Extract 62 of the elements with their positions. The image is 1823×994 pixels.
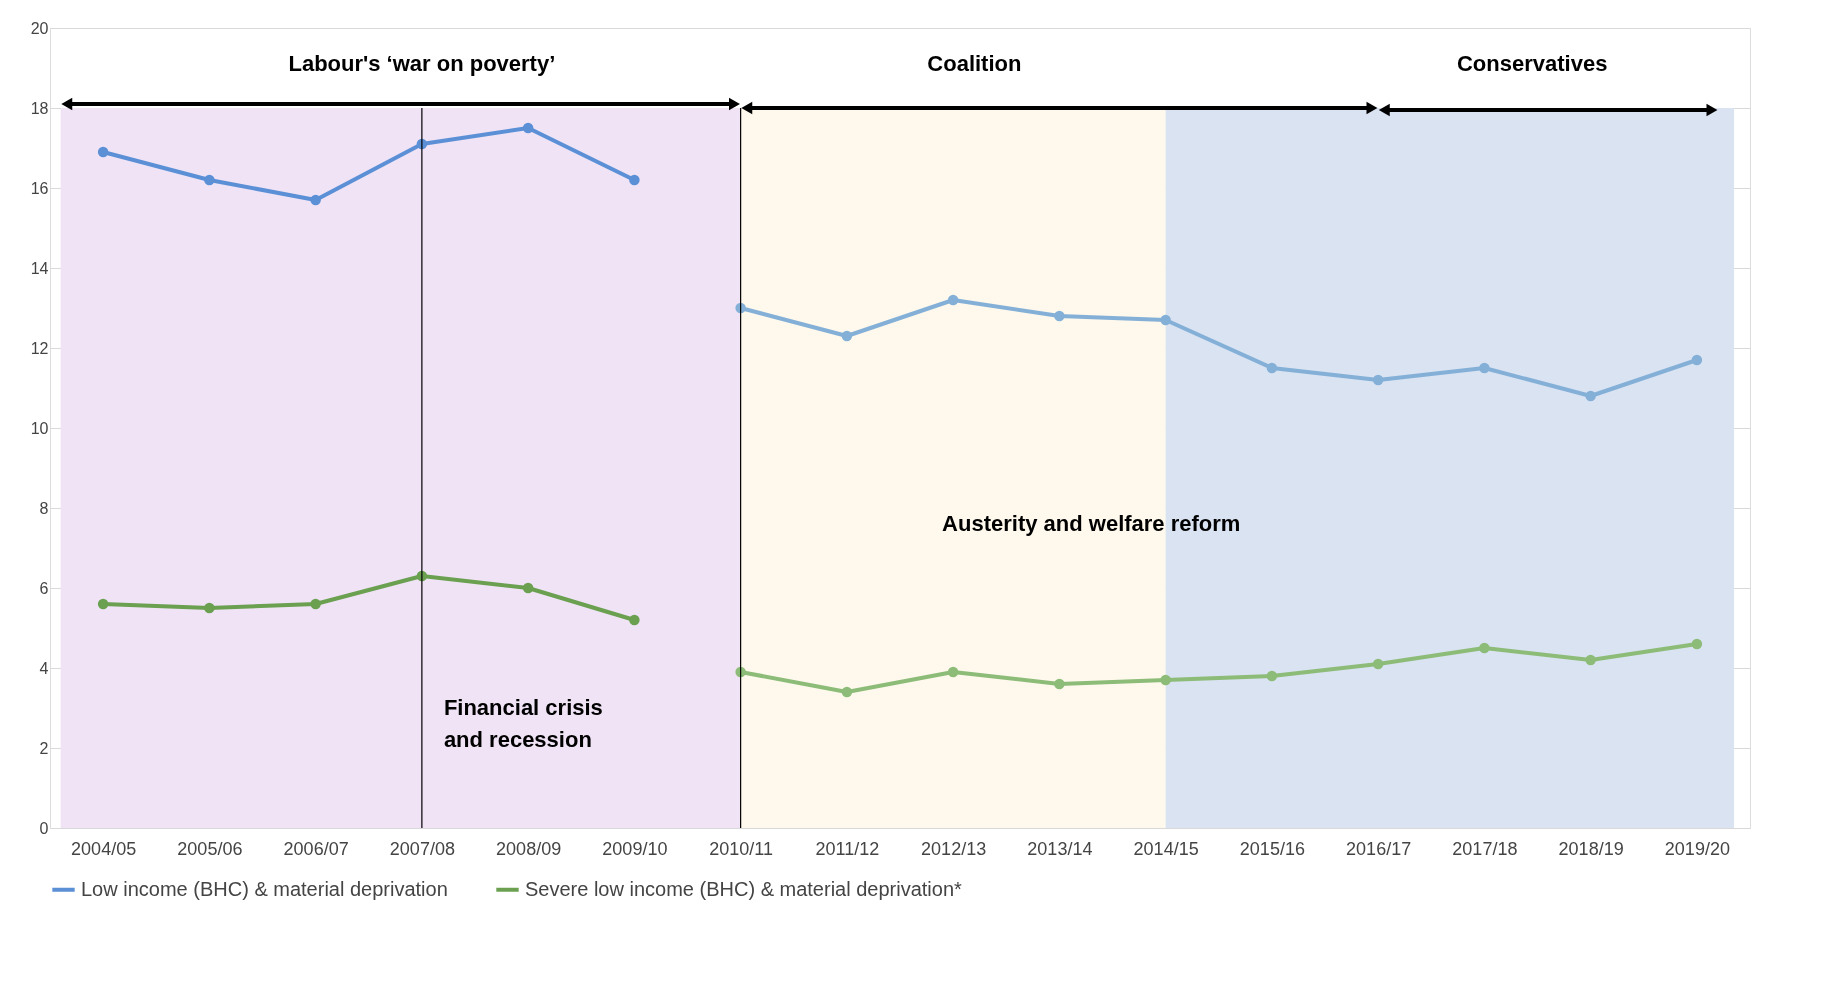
annotation: Coalition [927, 51, 1022, 76]
point [629, 614, 640, 626]
y-tick-label: 6 [39, 579, 49, 597]
point [1479, 362, 1490, 374]
point [841, 330, 853, 342]
point [204, 602, 215, 614]
point [204, 174, 215, 186]
annotation: Conservatives [1456, 51, 1608, 76]
x-tick-label: 2010/11 [709, 838, 773, 859]
x-tick-label: 2005/06 [177, 838, 243, 859]
legend-label: Severe low income (BHC) & material deprivation* [525, 877, 963, 900]
point [841, 686, 853, 698]
y-tick-label: 2 [39, 739, 49, 757]
y-tick-label: 4 [39, 659, 49, 677]
x-tick-label: 2006/07 [283, 838, 349, 859]
point [1266, 670, 1278, 682]
point [310, 598, 321, 610]
point [1054, 310, 1065, 322]
y-tick-label: 14 [30, 259, 49, 277]
x-tick-label: 2012/13 [921, 838, 987, 859]
x-tick-label: 2015/16 [1239, 838, 1305, 859]
y-tick-label: 8 [39, 499, 49, 517]
point [947, 666, 959, 678]
legend-label: Low income (BHC) & material deprivation [81, 877, 448, 900]
ref-line-label: Financial crisis and recession [443, 695, 603, 752]
point [310, 194, 321, 206]
point [97, 598, 109, 610]
point [1691, 638, 1703, 650]
point [1585, 654, 1596, 666]
point [1479, 642, 1490, 654]
annotation: Labour's ‘war on poverty’ [288, 51, 556, 76]
x-tick-label: 2017/18 [1452, 838, 1518, 859]
point [1054, 678, 1065, 690]
point [1372, 658, 1384, 670]
point [629, 174, 640, 186]
point [1160, 314, 1171, 326]
point [1266, 362, 1278, 374]
x-tick-label: 2014/15 [1133, 838, 1199, 859]
point [522, 582, 534, 594]
x-tick-label: 2011/12 [815, 838, 880, 859]
y-tick-label: 18 [30, 99, 49, 117]
point [1160, 674, 1171, 686]
point [947, 294, 959, 306]
x-tick-label: 2016/17 [1346, 838, 1412, 859]
point [97, 146, 109, 158]
x-tick-label: 2004/05 [71, 838, 137, 859]
point [1691, 354, 1703, 366]
x-tick-label: 2019/20 [1664, 838, 1730, 859]
x-tick-label: 2007/08 [389, 838, 455, 859]
x-tick-label: 2018/19 [1558, 838, 1624, 859]
x-tick-label: 2009/10 [602, 838, 668, 859]
point [522, 122, 534, 134]
y-tick-label: 10 [30, 419, 49, 437]
y-tick-label: 12 [30, 339, 49, 357]
point [1372, 374, 1384, 386]
y-tick-label: 20 [30, 19, 49, 37]
point [1585, 390, 1596, 402]
x-tick-label: 2013/14 [1027, 838, 1093, 859]
y-tick-label: 0 [39, 819, 49, 837]
annotation: Austerity and welfare reform [942, 511, 1241, 536]
x-tick-label: 2008/09 [496, 838, 562, 859]
y-tick-label: 16 [30, 179, 49, 197]
